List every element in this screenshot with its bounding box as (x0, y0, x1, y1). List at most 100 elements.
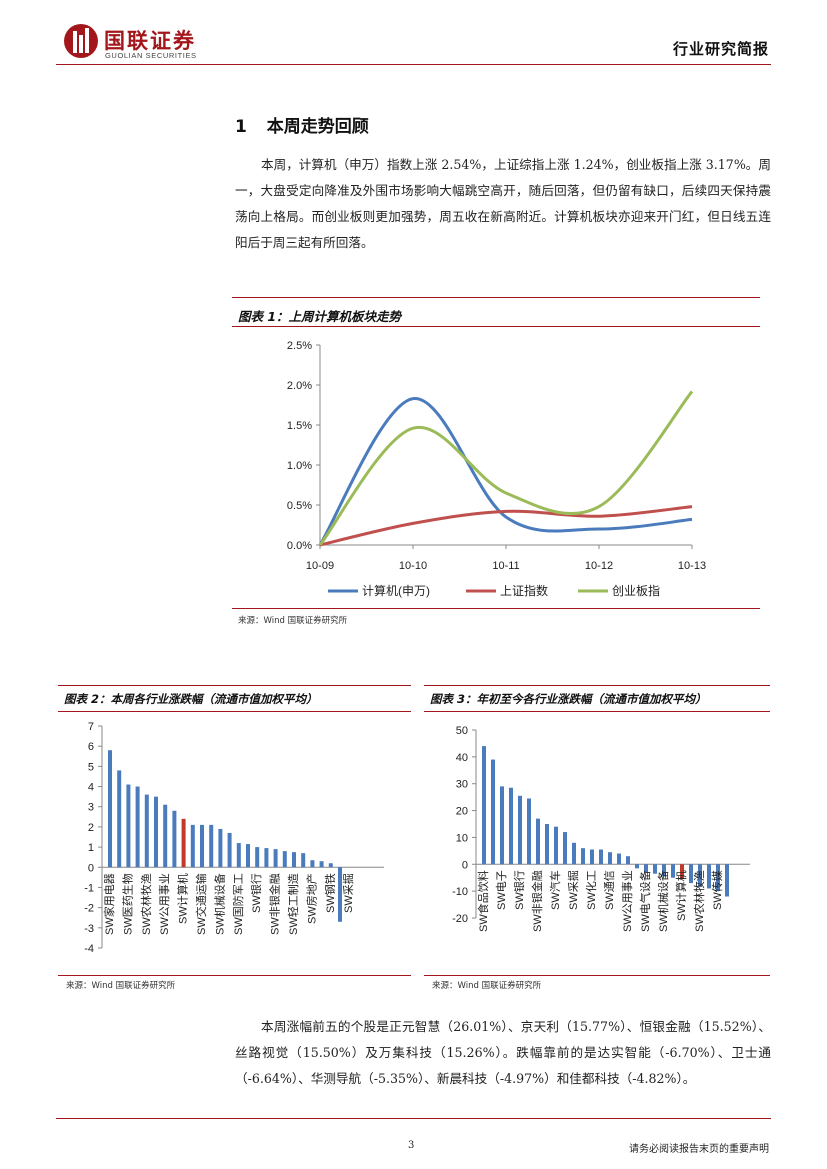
y-tick-label: -1 (84, 882, 94, 894)
bar (563, 832, 567, 865)
bar (246, 844, 250, 868)
y-tick-label: -10 (452, 886, 468, 898)
bar (500, 786, 504, 865)
x-tick-label: SW轻工制造 (286, 873, 300, 935)
x-tick-label: SW房地产 (304, 873, 318, 924)
y-tick-label: -20 (452, 913, 468, 925)
legend-label: 计算机(申万) (362, 583, 430, 598)
bar (698, 864, 702, 888)
bar (689, 864, 693, 884)
bar (617, 853, 621, 865)
bar (163, 804, 168, 868)
series-line-1 (319, 505, 693, 547)
bar (491, 759, 495, 865)
bar (172, 810, 177, 868)
x-tick-label: SW计算机 (674, 870, 688, 921)
y-tick-label: 50 (456, 725, 468, 737)
bar (671, 864, 675, 878)
x-tick-label: SW电气设备 (638, 870, 652, 932)
bar (209, 824, 214, 868)
bar (527, 798, 531, 865)
bar (536, 818, 540, 865)
figure-3-top-rule (424, 685, 770, 686)
bar (509, 787, 513, 865)
figure-3-title-rule (424, 711, 770, 712)
bar (635, 864, 639, 869)
figure-2-source: 来源：Wind 国联证券研究所 (66, 981, 176, 991)
section-number: 1 (235, 117, 247, 137)
figure-2-bottom-rule (58, 975, 411, 976)
bar (707, 864, 711, 889)
closing-paragraph: 本周涨幅前五的个股是正元智慧（26.01%）、京天利（15.77%）、恒银金融（… (235, 1019, 771, 1086)
x-tick-label: SW公用事业 (158, 873, 171, 935)
bar (117, 770, 122, 868)
x-tick-label: SW医药生物 (120, 873, 134, 935)
y-tick-label: 30 (456, 779, 468, 791)
x-tick-label: SW采掘 (566, 870, 580, 910)
bar (338, 867, 342, 922)
x-tick-label: SW食品饮料 (476, 870, 490, 932)
y-tick-label: 0.0% (287, 540, 312, 552)
bar (725, 864, 729, 897)
y-tick-label: 2 (88, 822, 94, 834)
y-tick-label: -4 (84, 943, 94, 955)
bar (190, 824, 195, 868)
x-tick-label: SW化工 (584, 870, 598, 910)
x-tick-label: SW计算机 (176, 873, 190, 924)
page-number: 3 (408, 1140, 415, 1151)
logo-name: 国联证券 (104, 29, 196, 53)
line-chart: 0.0% 0.5% 1.0% 1.5% 2.0% 2.5% 10-09 10-10 10-11 1… (287, 340, 706, 598)
bar (218, 828, 223, 868)
section-heading: 本周走势回顾 (266, 117, 369, 137)
bar (518, 795, 522, 865)
x-tick-label: SW电子 (495, 870, 508, 910)
y-tick-label: 3 (88, 802, 94, 814)
bar (581, 848, 585, 865)
bar (282, 851, 287, 868)
x-tick-label: SW交通运输 (194, 873, 208, 935)
x-tick-label: 10-12 (585, 560, 613, 572)
bar (626, 856, 630, 865)
series-line-0 (318, 397, 693, 546)
bar (144, 794, 149, 868)
x-tick-label: 10-13 (678, 560, 706, 572)
y-tick-label: 5 (88, 761, 94, 773)
legend-label: 上证指数 (500, 583, 548, 598)
x-tick-label: SW国防军工 (231, 873, 245, 935)
bar (236, 843, 241, 868)
header: 国联证券 GUOLIAN SECURITIES 行业研究简报 (0, 0, 827, 70)
bar (126, 784, 131, 868)
intro-paragraph: 本周，计算机（申万）指数上涨 2.54%，上证综指上涨 1.24%，创业板指上涨… (235, 157, 771, 250)
header-rule (56, 64, 771, 65)
bar-chart-ytd: 50 40 30 20 10 0 -10 -20 SW食品饮料 SW电子 SW银行 SW非银金融 SW汽… (452, 725, 750, 932)
x-tick-label: SW传媒 (711, 870, 724, 910)
y-tick-label: 2.5% (287, 340, 312, 352)
document-type: 行业研究简报 (672, 40, 769, 58)
y-tick-label: 2.0% (287, 380, 312, 392)
x-tick-label: SW农林牧渔 (692, 870, 706, 932)
x-tick-label: SW汽车 (548, 870, 562, 910)
y-tick-label: 0.5% (287, 500, 312, 512)
bar (181, 818, 186, 868)
bar (328, 863, 333, 868)
y-tick-label: -3 (84, 923, 94, 935)
bar-chart-weekly: 7 6 5 4 3 2 1 0 -1 -2 -3 -4 SW家用电器 SW医药生物 SW农林牧渔 SW公用事业… (84, 721, 384, 955)
bar (200, 824, 204, 868)
logo-icon (64, 24, 98, 58)
logo-name-en: GUOLIAN SECURITIES (105, 51, 197, 60)
figure-1-top-rule (232, 297, 760, 298)
bar (662, 864, 666, 877)
figure-2: 图表 2：本周各行业涨跌幅（流通市值加权平均） 7 6 5 4 3 2 1 0 -1 -2 -3 -4… (58, 685, 411, 995)
figure-1: 图表 1：上周计算机板块走势 0.0% 0.5% 1.0% 1.5% 2.0% 2.5% 1… (232, 297, 760, 632)
bar (716, 864, 720, 892)
x-tick-label: 10-10 (399, 560, 427, 572)
figure-1-title: 图表 1：上周计算机板块走势 (238, 309, 402, 324)
y-tick-label: 1.0% (287, 460, 312, 472)
x-tick-label: SW非银金融 (530, 870, 544, 932)
y-tick-label: 0 (88, 862, 94, 874)
bar (680, 864, 684, 880)
bar (482, 746, 486, 865)
bar (590, 849, 594, 865)
bar (608, 852, 612, 865)
y-tick-label: 10 (456, 832, 468, 844)
